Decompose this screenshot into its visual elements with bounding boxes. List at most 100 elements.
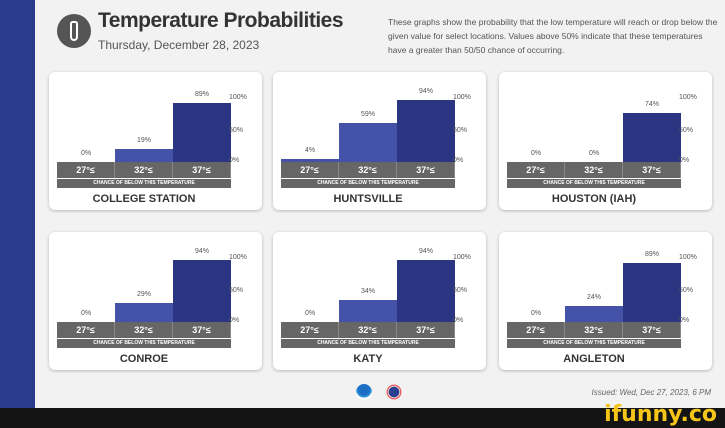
bar-value-label: 74% [644,101,659,109]
bar-value-label: 0% [304,310,316,317]
axis-tick: 100% [453,94,471,101]
bar-value-label: 0% [80,150,92,157]
location-card: 0% 34% 94% 100% 50% 0% 27°≤ 32°≤ 37°≤ CHANCE OF B… [273,232,486,370]
threshold-label: 27°≤ [281,162,339,178]
bar [281,159,339,162]
bar [623,113,681,162]
location-card: 0% 24% 89% 100% 50% 0% 27°≤ 32°≤ 37°≤ CHANCE OF B… [499,232,712,370]
page-title: Temperature Probabilities [98,9,344,32]
watermark: ifunny.co [604,402,717,427]
bar [173,103,231,162]
threshold-row: 27°≤ 32°≤ 37°≤ [57,322,231,338]
bar [397,259,455,322]
threshold-row: 27°≤ 32°≤ 37°≤ [507,322,681,338]
axis-tick: 100% [229,94,247,101]
chart-subtitle: CHANCE OF BELOW THIS TEMPERATURE [281,179,455,188]
threshold-row: 27°≤ 32°≤ 37°≤ [507,162,681,178]
axis-tick: 50% [229,287,244,294]
bar-value-label: 29% [136,290,151,298]
location-name: COLLEGE STATION [92,193,196,205]
bar-value-label: 94% [194,247,209,255]
threshold-label: 37°≤ [623,162,681,178]
issued-timestamp: Issued: Wed, Dec 27, 2023, 6 PM [591,388,711,397]
threshold-label: 32°≤ [339,162,397,178]
noaa-logo-icon [356,384,372,400]
location-name: HOUSTON (IAH) [551,193,637,205]
bar [623,263,681,322]
axis-tick: 0% [679,157,690,164]
threshold-label: 32°≤ [339,322,397,338]
side-strip [0,0,35,408]
threshold-label: 37°≤ [623,322,681,338]
bar-value-label: 0% [80,310,92,317]
watermark-bar [0,408,725,428]
bar-value-label: 59% [360,111,375,119]
threshold-label: 32°≤ [115,162,173,178]
axis-tick: 0% [229,157,240,164]
axis-tick: 100% [453,254,471,261]
chart-subtitle: CHANCE OF BELOW THIS TEMPERATURE [507,179,681,188]
chart-subtitle: CHANCE OF BELOW THIS TEMPERATURE [507,339,681,348]
threshold-row: 27°≤ 32°≤ 37°≤ [281,322,455,338]
chart-subtitle: CHANCE OF BELOW THIS TEMPERATURE [281,339,455,348]
threshold-label: 37°≤ [173,162,231,178]
location-name: CONROE [119,353,169,365]
location-card: 0% 0% 74% 100% 50% 0% 27°≤ 32°≤ 37°≤ CHANCE OF BE… [499,72,712,210]
threshold-label: 27°≤ [507,322,565,338]
bar-value-label: 24% [586,294,601,302]
threshold-label: 37°≤ [397,322,455,338]
chart-subtitle: CHANCE OF BELOW THIS TEMPERATURE [57,339,231,348]
axis-tick: 100% [229,254,247,261]
bar-value-label: 89% [644,251,659,259]
threshold-row: 27°≤ 32°≤ 37°≤ [57,162,231,178]
axis-tick: 100% [679,254,697,261]
threshold-label: 27°≤ [281,322,339,338]
threshold-label: 37°≤ [173,322,231,338]
threshold-label: 32°≤ [115,322,173,338]
bar-value-label: 34% [360,287,375,295]
axis-tick: 50% [229,127,244,134]
threshold-row: 27°≤ 32°≤ 37°≤ [281,162,455,178]
bar [339,299,397,322]
location-card: 0% 29% 94% 100% 50% 0% 27°≤ 32°≤ 37°≤ CHANCE OF B… [49,232,262,370]
axis-tick: 50% [453,287,468,294]
bar [115,302,173,322]
threshold-label: 32°≤ [565,162,623,178]
location-name: HUNTSVILLE [333,193,403,205]
bar [565,306,623,322]
threshold-label: 27°≤ [57,162,115,178]
bar-value-label: 89% [194,91,209,99]
axis-tick: 50% [453,127,468,134]
bar-value-label: 19% [136,137,151,145]
location-name: KATY [353,353,383,365]
bar [115,149,173,162]
bar-value-label: 4% [304,147,316,155]
nws-logo-icon [386,384,402,400]
location-name: ANGLETON [563,353,625,365]
axis-tick: 0% [679,317,690,324]
threshold-label: 37°≤ [397,162,455,178]
chart-subtitle: CHANCE OF BELOW THIS TEMPERATURE [57,179,231,188]
location-card: 0% 19% 89% 100% 50% 0% 27°≤ 32°≤ 37°≤ CHANCE OF B… [49,72,262,210]
axis-tick: 0% [453,157,464,164]
axis-tick: 0% [229,317,240,324]
threshold-label: 27°≤ [57,322,115,338]
bar [339,123,397,162]
threshold-label: 27°≤ [507,162,565,178]
axis-tick: 100% [679,94,697,101]
bar [397,99,455,162]
bar-value-label: 0% [588,150,600,157]
bar-value-label: 94% [418,87,433,95]
axis-tick: 0% [453,317,464,324]
bar-value-label: 0% [530,310,542,317]
axis-tick: 50% [679,127,694,134]
location-card: 4% 59% 94% 100% 50% 0% 27°≤ 32°≤ 37°≤ CHANCE OF B… [273,72,486,210]
bar-value-label: 94% [418,247,433,255]
threshold-label: 32°≤ [565,322,623,338]
description: These graphs show the probability that t… [388,17,718,55]
bar [173,259,231,322]
bar-value-label: 0% [530,150,542,157]
thermometer-icon [57,14,91,48]
page-date: Thursday, December 28, 2023 [98,38,260,52]
axis-tick: 50% [679,287,694,294]
